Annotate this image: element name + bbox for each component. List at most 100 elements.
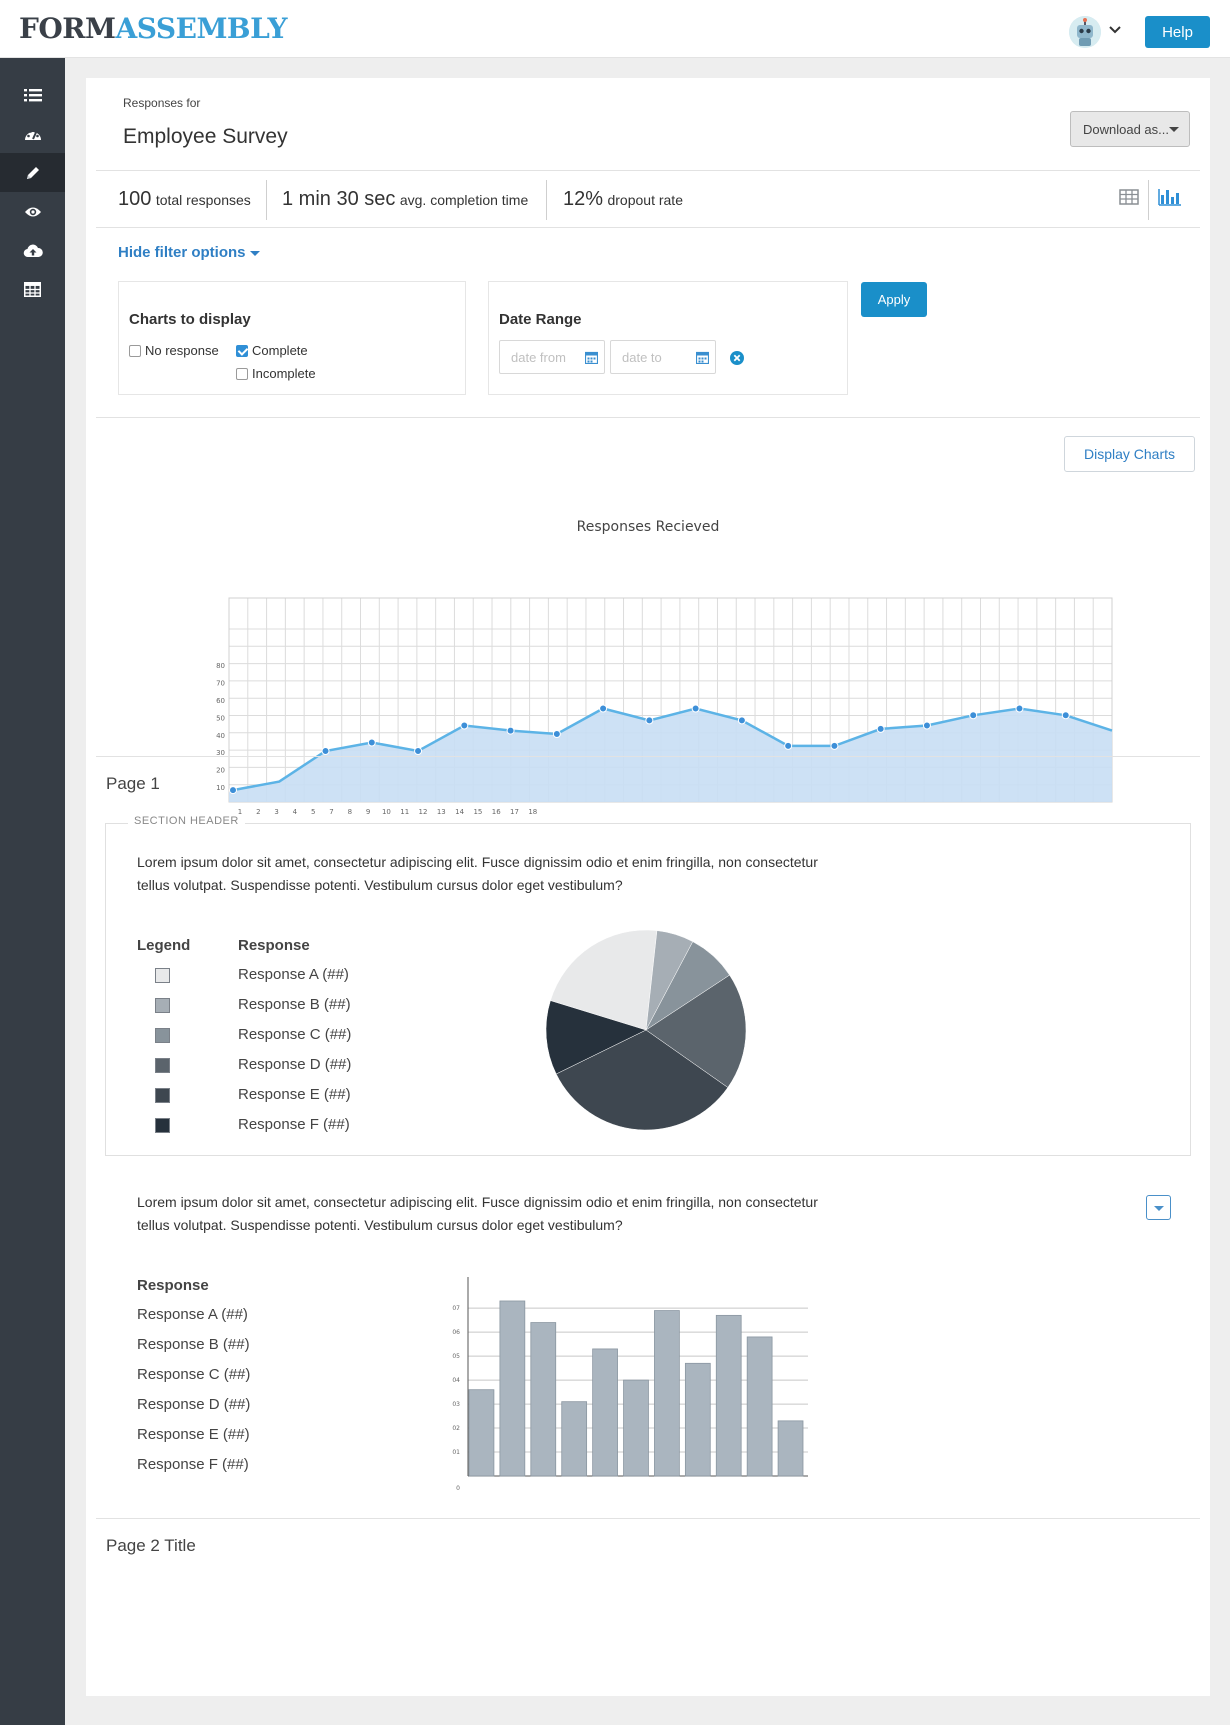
divider <box>96 170 1200 171</box>
question-options-dropdown[interactable] <box>1146 1195 1171 1220</box>
responses-bar-chart: 0 01 02 03 04 05 06 07 <box>452 1277 808 1492</box>
x-tick-label: 17 <box>510 808 519 816</box>
download-as-button[interactable]: Download as... <box>1070 111 1190 147</box>
x-tick-label: 14 <box>455 808 464 816</box>
data-point <box>1061 711 1070 720</box>
data-point <box>1015 704 1024 713</box>
data-point <box>737 716 746 725</box>
chevron-down-icon[interactable] <box>1107 22 1123 38</box>
x-tick-label: 13 <box>437 808 446 816</box>
bar-y-tick-label: 01 <box>452 1449 460 1456</box>
charts-to-display-title: Charts to display <box>129 311 251 328</box>
stat-total-value: 100 <box>118 188 152 210</box>
calendar-icon[interactable] <box>585 351 598 364</box>
complete-checkbox[interactable]: Complete <box>236 343 308 358</box>
user-avatar[interactable] <box>1069 16 1101 48</box>
x-tick-label: 11 <box>400 808 409 816</box>
apply-button[interactable]: Apply <box>861 282 927 317</box>
legend-label: Response F (##) <box>238 1116 350 1133</box>
bar <box>468 1389 495 1477</box>
page-title: Employee Survey <box>123 125 288 148</box>
caret-down-icon <box>1154 1206 1164 1211</box>
stat-avg-completion: 1 min 30 sec avg. completion time <box>282 188 528 211</box>
legend-label: Response E (##) <box>238 1086 351 1103</box>
sidebar-item-list[interactable] <box>0 75 65 114</box>
data-point <box>506 726 515 735</box>
robot-avatar-icon <box>1069 16 1101 48</box>
y-tick-label: 10 <box>216 784 225 792</box>
pie-slice <box>555 1029 729 1130</box>
charts-to-display-box: Charts to display No response Complete I… <box>118 281 466 395</box>
x-tick-label: 10 <box>382 808 391 816</box>
x-tick-label: 4 <box>293 808 298 816</box>
chart-view-icon[interactable] <box>1158 188 1182 206</box>
calendar-icon[interactable] <box>696 351 709 364</box>
x-tick-label: 9 <box>366 808 370 816</box>
no-response-label: No response <box>145 343 219 358</box>
bar <box>499 1300 526 1477</box>
data-point <box>876 724 885 733</box>
x-tick-label: 8 <box>348 808 352 816</box>
display-charts-button[interactable]: Display Charts <box>1064 436 1195 472</box>
sidebar-item-responses[interactable] <box>0 270 65 309</box>
divider <box>96 227 1200 228</box>
help-button[interactable]: Help <box>1145 16 1210 48</box>
data-point <box>784 741 793 750</box>
data-point <box>321 747 330 755</box>
date-to-input[interactable] <box>611 341 689 373</box>
x-tick-label: 12 <box>419 808 428 816</box>
data-point <box>414 747 423 755</box>
bar-y-tick-label: 04 <box>452 1377 460 1384</box>
legend-heading: Legend <box>137 937 191 954</box>
top-bar: FORMASSEMBLY Help <box>0 0 1230 58</box>
bar-response-label: Response E (##) <box>137 1426 250 1443</box>
clear-date-icon[interactable] <box>730 351 744 365</box>
stat-total-label: total responses <box>155 192 251 208</box>
x-tick-label: 3 <box>274 808 278 816</box>
table-view-icon[interactable] <box>1119 188 1139 206</box>
list-icon <box>23 88 42 101</box>
x-tick-label: 18 <box>528 808 537 816</box>
bar-response-label: Response D (##) <box>137 1396 251 1413</box>
checkbox-checked-icon <box>236 344 248 357</box>
y-tick-label: 40 <box>216 732 225 740</box>
data-point <box>691 704 700 713</box>
x-tick-label: 16 <box>492 808 501 816</box>
bar-y-tick-label: 02 <box>452 1425 460 1432</box>
sidebar-item-preview[interactable] <box>0 192 65 231</box>
date-to-field[interactable] <box>610 340 716 374</box>
formassembly-logo[interactable]: FORMASSEMBLY <box>19 13 287 45</box>
hide-filter-options-link[interactable]: Hide filter options <box>118 244 260 261</box>
page-1-title: Page 1 <box>106 774 160 793</box>
no-response-checkbox[interactable]: No response <box>129 343 219 358</box>
responses-pie-chart <box>546 930 746 1130</box>
bar <box>623 1379 649 1477</box>
data-point <box>830 741 839 750</box>
pie-slice <box>645 974 746 1088</box>
bar <box>684 1362 711 1477</box>
logo-part-assembly: ASSEMBLY <box>115 12 288 45</box>
bar-response-label: Response B (##) <box>137 1336 250 1353</box>
caret-down-icon <box>1169 127 1179 132</box>
line-chart-title: Responses Recieved <box>576 519 720 535</box>
incomplete-checkbox[interactable]: Incomplete <box>236 366 316 381</box>
y-tick-label: 20 <box>216 767 225 775</box>
sidebar-item-dashboard[interactable] <box>0 114 65 153</box>
date-from-field[interactable] <box>499 340 605 374</box>
stat-dropout-label: dropout rate <box>607 192 683 208</box>
stat-dropout-value: 12% <box>563 188 604 210</box>
y-tick-label: 30 <box>216 749 225 757</box>
legend-swatch <box>155 968 170 983</box>
sidebar-item-publish[interactable] <box>0 231 65 270</box>
date-from-input[interactable] <box>500 341 578 373</box>
data-point <box>460 721 469 730</box>
pie-slice <box>550 930 658 1031</box>
divider <box>96 417 1200 418</box>
sidebar-item-edit[interactable] <box>0 153 65 192</box>
legend-label: Response C (##) <box>238 1026 352 1043</box>
bar-response-label: Response A (##) <box>137 1306 248 1323</box>
checkbox-icon <box>236 367 248 380</box>
bar <box>530 1322 557 1477</box>
sidebar <box>0 58 65 1725</box>
x-tick-label: 5 <box>311 808 315 816</box>
